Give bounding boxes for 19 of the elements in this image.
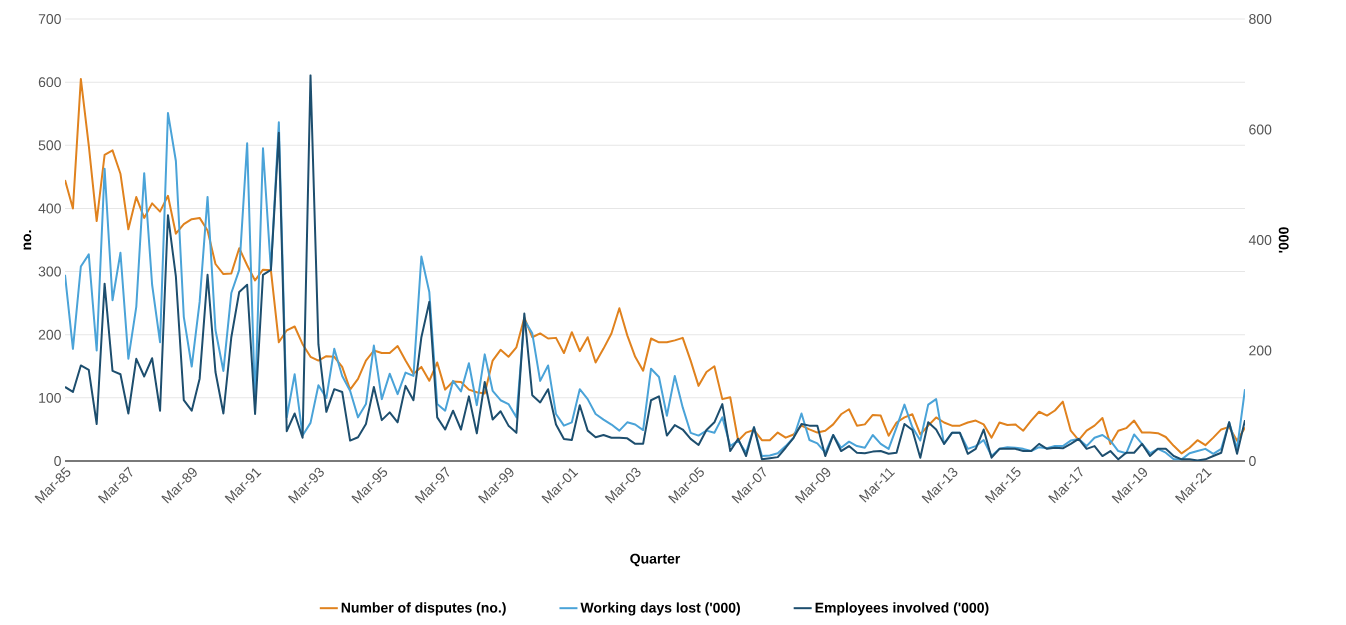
y2-tick-label: 800: [1249, 14, 1272, 24]
y-tick-label: 0: [54, 456, 61, 466]
y-tick-label: 700: [38, 14, 61, 24]
y-tick-label: 100: [39, 392, 61, 403]
y-tick-label: 400: [38, 203, 61, 214]
y-tick-label: 500: [38, 140, 61, 151]
x-axis-title: Quarter: [630, 553, 681, 567]
legend-label: Number of disputes (no.): [341, 602, 506, 616]
y2-tick-label: 0: [1249, 456, 1256, 466]
y-tick-label: 200: [38, 329, 61, 340]
y2-tick-label: 400: [1248, 235, 1272, 245]
y-tick-label: 600: [38, 77, 61, 88]
y2-tick-label: 200: [1249, 345, 1272, 356]
y-axis-title: no.: [23, 230, 32, 250]
y2-axis-title: '000: [1278, 227, 1289, 253]
y-tick-label: 300: [38, 266, 61, 277]
legend-label: Employees involved ('000): [815, 602, 989, 616]
legend-label: Working days lost ('000): [580, 602, 740, 616]
y2-tick-label: 600: [1249, 124, 1272, 135]
